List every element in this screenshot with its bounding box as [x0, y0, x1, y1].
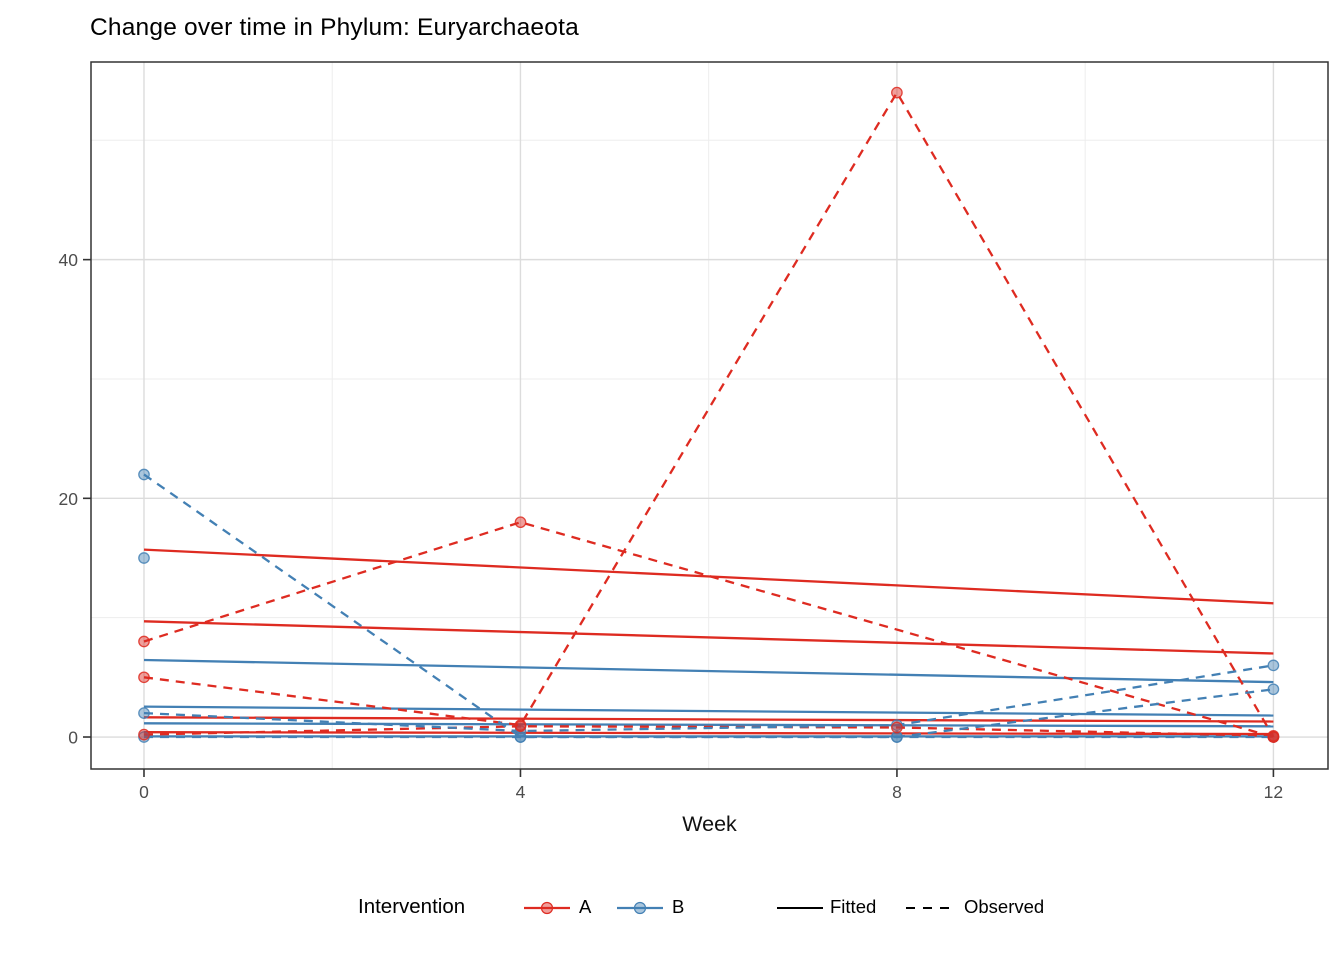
B-subject3-observed-line	[143, 664, 1274, 733]
legend-label-b: B	[672, 896, 685, 917]
y-tick-label: 0	[68, 728, 78, 748]
x-tick-label: 4	[516, 782, 526, 802]
A-subject1-observed-line	[143, 520, 1274, 739]
B-subject4-observed-point	[891, 731, 903, 743]
legend-key-observed-icon	[906, 907, 952, 909]
legend-key-a-icon	[524, 901, 570, 915]
legend: Intervention A B Fitted Observed	[0, 888, 1344, 928]
x-tick-label: 0	[139, 782, 149, 802]
B-subject2-observed-point	[138, 552, 150, 564]
A-subject1-observed-point	[138, 635, 150, 648]
A-subject4-fitted-line	[143, 731, 1274, 736]
A-subject2-observed-point	[891, 86, 903, 99]
legend-title: Intervention	[358, 895, 466, 918]
y-tick-label: 20	[59, 489, 79, 509]
A-subject1-observed-point	[514, 516, 527, 529]
legend-key-b-icon	[617, 901, 663, 915]
y-tick-label: 40	[59, 250, 79, 270]
B-subject1-fitted-line	[143, 658, 1274, 684]
A-subject3-observed-point	[514, 720, 527, 733]
B-subject4-observed-point	[514, 731, 527, 743]
A-subject3-observed-point	[1267, 729, 1280, 742]
x-tick-label: 12	[1264, 782, 1283, 802]
x-tick-label: 8	[892, 782, 902, 802]
chart-title: Change over time in Phylum: Euryarchaeot…	[90, 14, 579, 41]
A-subject3-fitted-line	[143, 716, 1274, 723]
A-subject3-observed-point	[138, 728, 150, 741]
A-subject2-observed-point	[138, 671, 150, 684]
B-subject3-observed-point	[1267, 659, 1280, 672]
B-subject3-fitted-line	[143, 722, 1274, 728]
A-subject2-fitted-line	[143, 620, 1274, 655]
legend-label-fitted: Fitted	[830, 896, 877, 917]
legend-label-a: A	[579, 896, 592, 917]
panel-background	[91, 62, 1328, 769]
A-subject1-fitted-line	[143, 548, 1274, 605]
B-subject2-fitted-line	[143, 705, 1274, 717]
B-subject4-observed-point	[1267, 683, 1280, 696]
B-subject3-observed-point	[138, 707, 150, 719]
A-subject3-observed-point	[891, 721, 903, 734]
legend-key-fitted-icon	[777, 907, 823, 909]
panel-border	[90, 61, 1329, 770]
B-subject4-observed-line	[144, 688, 1274, 739]
B-subject1-observed-point	[138, 468, 150, 481]
x-axis-title: Week	[682, 812, 737, 836]
A-subject2-observed-line	[143, 90, 1275, 738]
legend-label-observed: Observed	[964, 896, 1045, 917]
